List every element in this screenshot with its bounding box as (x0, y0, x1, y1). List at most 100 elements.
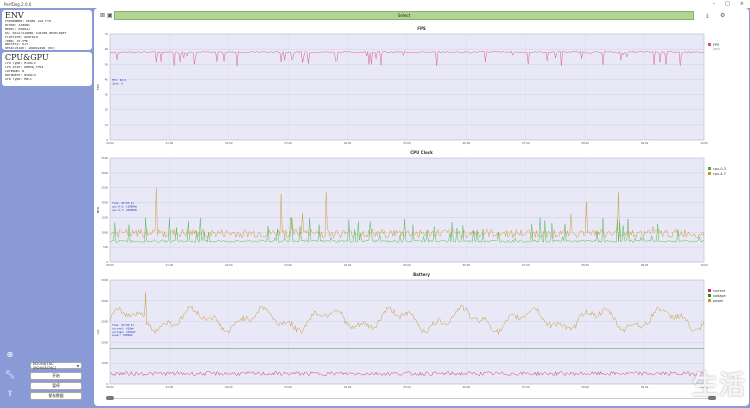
x-tick-label: 10:00 (700, 141, 708, 145)
y-tick-label: 50 (105, 62, 109, 66)
battery-chart: 5000 4000 3000 2000 1000 0 00:00 01:00 02:00 03:0… (94, 270, 749, 394)
close-window-icon[interactable]: × (739, 1, 744, 7)
annotation-text: current: 420mA (112, 326, 134, 330)
series-line (109, 50, 705, 67)
y-tick-label: 0 (106, 382, 108, 386)
x-tick-label: 05:00 (403, 263, 411, 267)
x-tick-label: 08:00 (581, 263, 589, 267)
env-info-line: Model: M2004J (5, 27, 30, 31)
scroll-handle-left[interactable] (106, 396, 114, 400)
legend-label: cpu-0-3 (713, 166, 726, 171)
env-info-line: Temp: 39.5℃ (5, 39, 28, 43)
cpu-info-line: GPU Type: Mali (5, 77, 32, 81)
chart-title: FPS (417, 26, 426, 31)
settings-icon[interactable]: ⚙ (720, 12, 726, 19)
pause-button[interactable]: 暂停 (30, 382, 82, 390)
legend-label: voltage (713, 293, 726, 298)
chevron-down-icon: ▼ (76, 363, 79, 368)
x-tick-label: 01:00 (166, 385, 174, 389)
y-axis-label: MHz (96, 206, 100, 213)
x-tick-label: 04:00 (344, 263, 352, 267)
y-tick-label: 60 (105, 47, 109, 51)
device-select[interactable]: M2004J7AC (M2004J7AC) ▼ (30, 362, 82, 370)
x-tick-label: 03:00 (284, 141, 292, 145)
x-tick-label: 00:00 (106, 141, 114, 145)
y-tick-label: 3500 (101, 156, 108, 160)
legend-swatch (708, 294, 711, 297)
env-info-line: OS: miui/xiaomi custom developer (5, 31, 67, 35)
legend-swatch (708, 172, 711, 175)
y-tick-label: 5000 (101, 278, 108, 282)
y-tick-label: 0 (106, 138, 108, 142)
legend-item[interactable]: cpu-4-7 (708, 171, 726, 176)
session-bar[interactable]: Select (114, 11, 694, 20)
cpu-info-line: CPU Arch: ARMv8_FP64 (5, 65, 44, 69)
series-line (109, 292, 705, 335)
legend-label: current (713, 288, 726, 293)
legend-item[interactable]: current (708, 288, 726, 293)
y-tick-label: 500 (103, 245, 108, 249)
chart-svg: 3500 3000 2500 2000 1500 1000 500 000:00 01:00 02… (96, 156, 708, 267)
legend-item[interactable]: voltage (708, 293, 726, 298)
x-tick-label: 06:00 (463, 385, 471, 389)
env-title: ENV (5, 11, 24, 20)
close-icon[interactable]: ⊠ (100, 12, 106, 19)
y-tick-label: 20 (105, 108, 109, 112)
chart-svg: 5000 4000 3000 2000 1000 000:00 01:00 02:00 03:0… (96, 278, 708, 389)
y-tick-label: 2000 (101, 201, 108, 205)
y-tick-label: 70 (105, 32, 109, 36)
x-tick-label: 02:00 (225, 141, 233, 145)
cpu-gpu-panel: CPU&GPU CPU Type: MT6875 CPU Arch: ARMv8_… (2, 52, 92, 86)
y-axis-label: mA (96, 329, 100, 335)
chart-legend: current voltage power (708, 288, 726, 303)
x-tick-label: 02:00 (225, 263, 233, 267)
cpu-info-line: CPU Type: MT6875 (5, 62, 36, 65)
x-tick-label: 05:00 (403, 141, 411, 145)
window-titlebar: PerfDog 2.0.0 – □ × (0, 0, 750, 8)
wrench-icon[interactable]: 🔧︎ (4, 369, 16, 379)
watermark-url: www.cnsilife.net (687, 402, 744, 408)
y-tick-label: 1500 (101, 215, 108, 219)
x-tick-label: 06:00 (463, 263, 471, 267)
maximize-icon[interactable]: □ (725, 1, 730, 7)
legend-item[interactable]: FPS (708, 42, 720, 47)
minimize-icon[interactable]: – (712, 1, 716, 7)
save-data-button[interactable]: 保存数据 (30, 392, 82, 400)
start-button[interactable]: 开始 (30, 372, 82, 380)
cpu-info-line: Hardware: mt6875 (5, 73, 36, 77)
upload-icon[interactable]: ⇪ (6, 388, 14, 398)
chart-legend: FPS Jank (708, 42, 720, 51)
env-info-line: Resolution: 1080x2400 (Hz) (5, 47, 55, 51)
legend-label: cpu-4-7 (713, 171, 726, 176)
y-tick-label: 3000 (101, 320, 108, 324)
legend-item[interactable]: cpu-0-3 (708, 166, 726, 171)
legend-sub-label: Jank (713, 47, 721, 51)
x-tick-label: 02:00 (225, 385, 233, 389)
horizontal-scrollbar[interactable] (106, 396, 716, 400)
x-tick-label: 07:00 (522, 385, 530, 389)
legend-swatch (708, 167, 711, 170)
x-tick-label: 07:00 (522, 263, 530, 267)
scroll-handle-right[interactable] (708, 396, 716, 400)
x-tick-label: 09:00 (641, 141, 649, 145)
chart-title: Battery (413, 272, 430, 277)
toolbar: ⊠ ▣ Select ⤓ ⚙ (96, 10, 746, 22)
env-info-line: Platform: Android (5, 35, 38, 39)
y-tick-label: 3000 (101, 171, 108, 175)
add-circle-icon[interactable]: ⊕ (6, 349, 14, 359)
x-tick-label: 10:00 (700, 263, 708, 267)
watermark-logo: 生活 (691, 371, 746, 401)
save-icon[interactable]: ▣ (107, 12, 113, 19)
sidebar: ENV PhoneName: REDMI 10X Pro Brand: Xiaom… (0, 8, 94, 408)
y-tick-label: 2500 (101, 186, 108, 190)
y-tick-label: 10 (105, 123, 109, 127)
x-tick-label: 10:00 (700, 385, 708, 389)
legend-item[interactable]: power (708, 298, 726, 303)
env-info-line: Battery: 62% (5, 43, 29, 47)
x-tick-label: 01:00 (166, 141, 174, 145)
annotation-text: Jank: 0 (112, 81, 123, 85)
scroll-track (114, 397, 708, 399)
legend-label: FPS (713, 42, 720, 47)
download-icon[interactable]: ⤓ (706, 12, 709, 19)
annotation-text: Time: 00:05:21 (112, 323, 134, 327)
